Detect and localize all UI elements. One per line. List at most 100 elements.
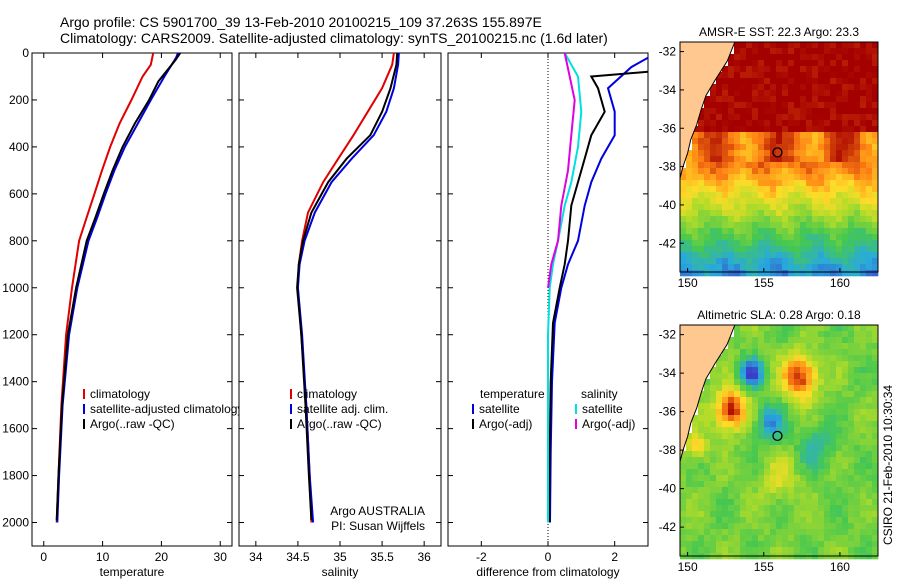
- sla-map-cell: [728, 535, 735, 542]
- sst-map-cell: [752, 54, 759, 61]
- sla-map-cell: [758, 397, 765, 404]
- sla-map-cell: [842, 421, 849, 428]
- sla-map-cell: [680, 523, 687, 530]
- sla-map-cell: [788, 427, 795, 434]
- sla-map-cell: [842, 475, 849, 482]
- sst-map-cell: [758, 270, 765, 277]
- sla-map-cell: [800, 547, 807, 554]
- sst-map-cell: [722, 180, 729, 187]
- sla-map-cell: [740, 529, 747, 536]
- sla-map-cell: [728, 373, 735, 380]
- sst-map-cell: [734, 126, 741, 133]
- sst-map-cell: [740, 84, 747, 91]
- sst-map-cell: [872, 270, 879, 277]
- sst-map-cell: [764, 96, 771, 103]
- sla-map-cell: [728, 379, 735, 386]
- sla-map-cell: [722, 355, 729, 362]
- sla-map-cell: [866, 529, 873, 536]
- sla-map-cell: [728, 457, 735, 464]
- sst-map-cell: [818, 240, 825, 247]
- sst-map-cell: [866, 180, 873, 187]
- sla-map-cell: [698, 499, 705, 506]
- sst-map-cell: [722, 210, 729, 217]
- salinity-xtick-label: 34: [249, 550, 263, 564]
- sla-map-cell: [788, 505, 795, 512]
- sst-map-cell: [866, 156, 873, 163]
- sla-map-cell: [704, 385, 711, 392]
- sst-map-cell: [764, 102, 771, 109]
- sst-map-cell: [746, 180, 753, 187]
- sla-map-cell: [734, 385, 741, 392]
- sst-map-cell: [734, 54, 741, 61]
- sla-map-cell: [770, 439, 777, 446]
- sla-map-cell: [722, 427, 729, 434]
- sst-map-cell: [770, 60, 777, 67]
- sst-map-cell: [698, 216, 705, 223]
- sla-map-cell: [782, 493, 789, 500]
- sst-map-cell: [710, 144, 717, 151]
- sst-map-cell: [830, 192, 837, 199]
- sla-map-cell: [782, 343, 789, 350]
- sla-map-cell: [782, 373, 789, 380]
- sla-map-cell: [782, 475, 789, 482]
- sla-map-cell: [800, 391, 807, 398]
- sst-map-cell: [758, 120, 765, 127]
- sla-map-cell: [764, 355, 771, 362]
- sst-map-cell: [806, 204, 813, 211]
- sst-map-cell: [866, 60, 873, 67]
- sst-map-cell: [770, 216, 777, 223]
- sst-map-cell: [788, 108, 795, 115]
- sst-map-cell: [800, 84, 807, 91]
- depth-tick-label: 1400: [2, 375, 29, 389]
- sla-map-cell: [806, 355, 813, 362]
- sst-map-cell: [782, 48, 789, 55]
- sst-map-cell: [740, 258, 747, 265]
- sla-map-cell: [794, 517, 801, 524]
- sst-map-cell: [830, 210, 837, 217]
- sst-map-cell: [806, 192, 813, 199]
- legend-temperature-label: Argo(-adj): [479, 417, 532, 431]
- sst-map-cell: [698, 234, 705, 241]
- sst-map-cell: [758, 198, 765, 205]
- sla-map-cell: [836, 529, 843, 536]
- sst-map-cell: [830, 144, 837, 151]
- sst-map-cell: [758, 150, 765, 157]
- sst-map-cell: [692, 234, 699, 241]
- sla-map-cell: [698, 487, 705, 494]
- sla-map-cell: [740, 349, 747, 356]
- sst-map-cell: [824, 264, 831, 271]
- sst-map-cell: [728, 54, 735, 61]
- sla-map-cell: [806, 343, 813, 350]
- sst-map-cell: [812, 108, 819, 115]
- sla-map-cell: [842, 337, 849, 344]
- sla-map-cell: [752, 421, 759, 428]
- sst-map-cell: [698, 246, 705, 253]
- sla-map-cell: [752, 337, 759, 344]
- sst-map-cell: [770, 48, 777, 55]
- sla-map-cell: [812, 391, 819, 398]
- sst-map-cell: [692, 252, 699, 259]
- sla-map-cell: [746, 499, 753, 506]
- sst-map-cell: [764, 120, 771, 127]
- sla-map-cell: [692, 463, 699, 470]
- sst-map-cell: [848, 114, 855, 121]
- sst-map-cell: [776, 66, 783, 73]
- sla-map-cell: [830, 379, 837, 386]
- sst-map-cell: [710, 138, 717, 145]
- sla-map-cell: [770, 475, 777, 482]
- sla-map-cell: [824, 505, 831, 512]
- sst-map-cell: [716, 270, 723, 277]
- sst-map-cell: [776, 222, 783, 229]
- sst-map-cell: [734, 138, 741, 145]
- sst-map-cell: [710, 198, 717, 205]
- sst-map-cell: [752, 102, 759, 109]
- sst-map-cell: [740, 114, 747, 121]
- sla-map-cell: [698, 535, 705, 542]
- sst-map-cell: [836, 270, 843, 277]
- sla-map-cell: [776, 355, 783, 362]
- sst-map-cell: [854, 150, 861, 157]
- temperature-legend-label: satellite-adjusted climatology: [90, 402, 243, 416]
- sla-map-cell: [788, 475, 795, 482]
- sst-map-cell: [866, 120, 873, 127]
- sla-map-cell: [722, 361, 729, 368]
